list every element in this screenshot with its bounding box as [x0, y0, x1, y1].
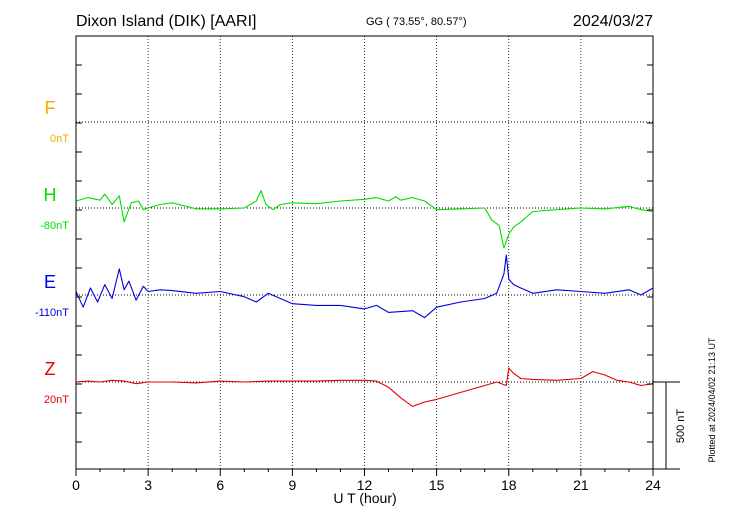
series-baseline-z: 20nT: [44, 394, 69, 406]
x-tick-label-15: 15: [429, 477, 445, 493]
series-name-z: Z: [45, 359, 56, 379]
station-title: Dixon Island (DIK) [AARI]: [76, 13, 257, 30]
x-tick-label-6: 6: [216, 477, 224, 493]
grid-lines: [148, 36, 581, 469]
x-tick-label-18: 18: [501, 477, 517, 493]
series-name-e: E: [44, 272, 56, 292]
coordinates-label: GG ( 73.55°, 80.57°): [366, 16, 467, 28]
date-label: 2024/03/27: [573, 13, 653, 30]
axis-ticks: 0 3 6 9 12 15 18 21 24: [72, 65, 661, 493]
x-tick-label-9: 9: [288, 477, 296, 493]
x-axis-label: U T (hour): [333, 490, 396, 506]
series-baseline-e: -110nT: [35, 307, 69, 319]
x-tick-label-21: 21: [573, 477, 589, 493]
plot-timestamp: Plotted at 2024/04/02 21:13 UT: [707, 337, 717, 463]
series-name-f: F: [45, 98, 56, 118]
scale-bar-label: 500 nT: [675, 409, 687, 444]
x-tick-label-24: 24: [645, 477, 661, 493]
series-baseline-f: 0nT: [50, 133, 69, 145]
x-tick-label-0: 0: [72, 477, 80, 493]
series-name-h: H: [44, 185, 57, 205]
x-tick-label-3: 3: [144, 477, 152, 493]
series-baseline-h: -80nT: [40, 220, 69, 232]
series-labels: F 0nT H -80nT E -110nT Z 20nT: [35, 98, 69, 406]
